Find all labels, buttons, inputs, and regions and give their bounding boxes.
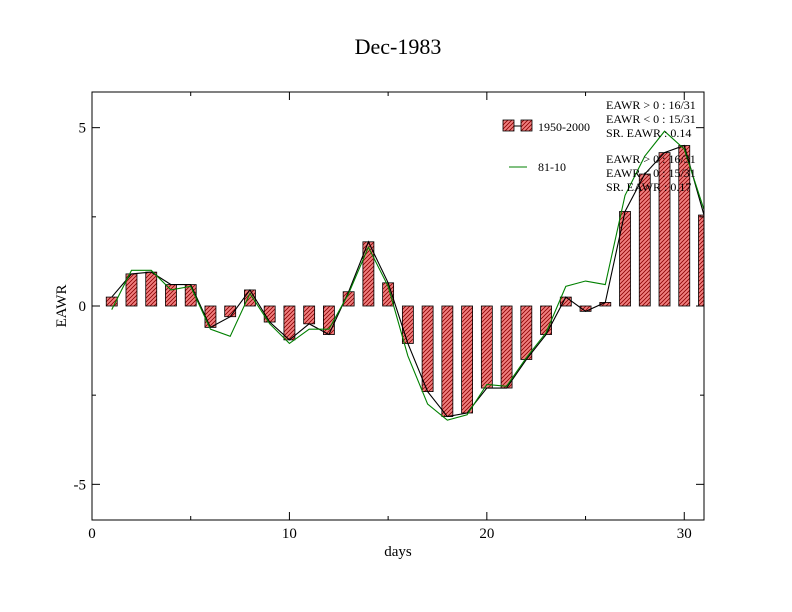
annotation-text: EAWR < 0 : 15/31 [606, 166, 696, 180]
y-tick-label: -5 [74, 477, 87, 493]
y-axis-label: EAWR [54, 285, 70, 328]
line-1950-2000 [111, 144, 704, 418]
annotation-text: SR. EAWR : 0.14 [606, 126, 691, 140]
bar-day-18 [441, 305, 454, 417]
bar-day-3 [145, 271, 158, 307]
annotation-text: EAWR > 0 : 16/31 [606, 98, 696, 112]
line-81-10 [111, 130, 704, 421]
bar-day-16 [401, 305, 414, 344]
legend-bar-swatch-1 [502, 119, 515, 132]
chart-title: Dec-1983 [355, 34, 442, 59]
bar-day-10 [283, 305, 296, 341]
annotation-text: SR. EAWR : 0.17 [606, 180, 691, 194]
bar-day-8 [244, 289, 256, 307]
bar-day-22 [520, 305, 533, 360]
x-tick-label: 10 [282, 526, 297, 542]
bar-day-11 [303, 305, 316, 325]
bar-day-19 [461, 305, 474, 414]
bar-day-31 [698, 214, 704, 307]
legend-label-81-10: 81-10 [538, 160, 566, 174]
x-tick-label: 30 [677, 526, 692, 542]
bar-day-6 [204, 305, 217, 328]
bar-day-21 [500, 305, 513, 389]
legend-label-1950-2000: 1950-2000 [538, 120, 590, 134]
x-tick-label: 20 [479, 526, 494, 542]
bar-day-12 [322, 305, 335, 335]
legend-bar-swatch-2 [520, 119, 533, 132]
axes: 0 10 20 30 -5 0 5 [74, 91, 705, 542]
bar-day-27 [619, 211, 631, 307]
bar-day-20 [480, 305, 493, 389]
annotation-text: EAWR < 0 : 15/31 [606, 112, 696, 126]
plot-marks [105, 130, 704, 421]
x-axis-label: days [384, 544, 412, 560]
bar-day-17 [421, 305, 434, 392]
y-tick-label: 0 [79, 299, 87, 315]
legend: 1950-2000 81-10 [502, 119, 590, 174]
bar-day-4 [165, 284, 177, 307]
bar-day-23 [540, 305, 552, 335]
bar-day-9 [263, 305, 276, 323]
x-tick-label: 0 [88, 526, 96, 542]
annotation-text: EAWR > 0 : 16/31 [606, 152, 696, 166]
y-tick-label: 5 [79, 121, 87, 137]
